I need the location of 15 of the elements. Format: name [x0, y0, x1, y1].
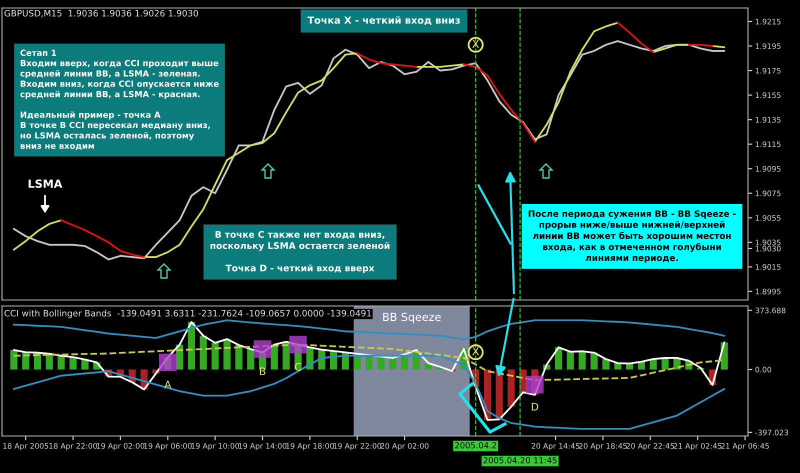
- annotation: LSMA: [28, 179, 62, 188]
- band-label: BB Sqeeze: [383, 312, 441, 324]
- annotation: CCI with Bollinger Bands -139.0491 3.6311 -231.7624 -109.0657 0.0000 -139.0491: [4, 310, 371, 318]
- ref-line-label: 2005.04.2: [455, 442, 496, 448]
- annotation: Точка X - четкий вход вниз: [308, 16, 460, 26]
- text: В точке С также нет входа вниз, поскольку LSMA остается зеленой Точка D - четкий вход вверх: [210, 230, 390, 274]
- annotation: B: [260, 367, 266, 376]
- annotation: После периода сужения BB - BB Sqeeze - прорыв ниже/выше нижней/верхней линии BB может быть хорошим местон входа, как в отмеченном голубыни линиями периоде.: [528, 210, 736, 263]
- annotation: A: [164, 380, 172, 388]
- text: Сетап 1 Входим вверх, когда CCI проходит выше средней линии BB, а LSMA - зеленая. Входим вниз, когда CCI опускается ниже средней линии BB, а LSMA - красная. Идеальный пример - точка А В точке В CCI пересекал медиану вниз, но LSMA осталась зеленой, поэтому вниз не входим: [20, 50, 219, 150]
- annotation: D: [532, 402, 538, 411]
- annotation: C: [294, 362, 302, 371]
- annotation: X: [472, 40, 480, 48]
- annotation: GBPUSD,M15 1.9036 1.9036 1.9026 1.9030: [4, 10, 198, 18]
- ref-line-label: 2005.04.20 11:45: [483, 457, 557, 464]
